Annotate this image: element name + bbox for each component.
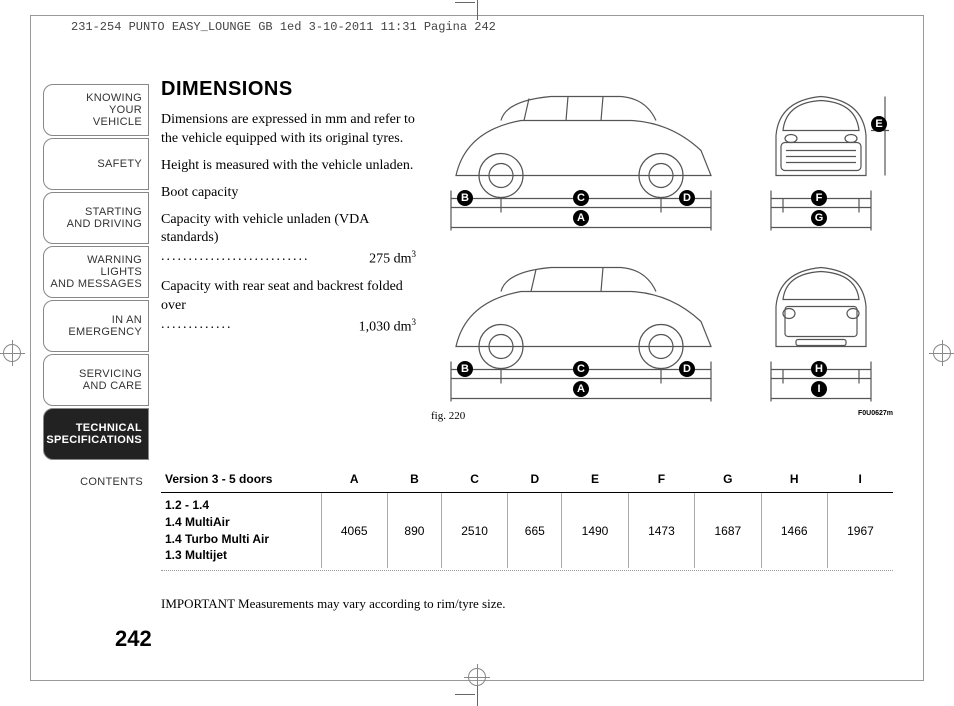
table-header-cell: E — [562, 466, 628, 493]
dimension-marker: H — [811, 361, 827, 377]
body-text: Dimensions are expressed in mm and refer… — [161, 111, 416, 337]
table-cell: 1967 — [827, 493, 893, 569]
dimension-marker: I — [811, 381, 827, 397]
dimension-marker: D — [679, 361, 695, 377]
dimension-marker: C — [573, 190, 589, 206]
table-cell: 890 — [387, 493, 441, 569]
sidebar-tab[interactable]: STARTINGAND DRIVING — [43, 192, 149, 244]
table-cell: 2510 — [441, 493, 507, 569]
crop-mark — [455, 2, 475, 3]
table-cell: 4065 — [321, 493, 387, 569]
sidebar-tabs: KNOWINGYOURVEHICLESAFETYSTARTINGAND DRIV… — [43, 84, 149, 504]
capacity-value: 1,030 dm3 — [359, 316, 416, 338]
capacity-line: Capacity with rear seat and backrest fol… — [161, 278, 416, 337]
vehicle-diagram: B C D A — [431, 78, 901, 408]
sidebar-tab[interactable]: KNOWINGYOURVEHICLE — [43, 84, 149, 136]
dimension-marker: E — [871, 116, 887, 132]
figure-label: fig. 220 — [431, 410, 465, 422]
table-divider — [161, 570, 893, 571]
figure-code: F0U0627m — [858, 410, 893, 417]
capacity-line: Capacity with vehicle unladen (VDA stand… — [161, 211, 416, 270]
table-cell: 1490 — [562, 493, 628, 569]
sidebar-tab[interactable]: CONTENTS — [43, 462, 149, 502]
important-note: IMPORTANT Measurements may vary accordin… — [161, 596, 506, 612]
paragraph: Dimensions are expressed in mm and refer… — [161, 111, 416, 149]
table-header-cell: D — [508, 466, 562, 493]
dimension-marker: C — [573, 361, 589, 377]
table-row: 1.2 - 1.41.4 MultiAir1.4 Turbo Multi Air… — [161, 493, 893, 569]
car-side-5door: B C D A — [431, 78, 731, 243]
dimension-marker: B — [457, 361, 473, 377]
car-side-3door: B C D A — [431, 249, 731, 414]
main-content: DIMENSIONS Dimensions are expressed in m… — [161, 78, 901, 345]
table-cell: 1466 — [761, 493, 827, 569]
table-header-cell: Version 3 - 5 doors — [161, 466, 321, 493]
crop-mark — [455, 694, 475, 695]
print-header: 231-254 PUNTO EASY_LOUNGE GB 1ed 3-10-20… — [71, 20, 496, 34]
dimensions-table: Version 3 - 5 doorsABCDEFGHI 1.2 - 1.41.… — [161, 466, 893, 568]
table-header-cell: G — [695, 466, 761, 493]
table-header-cell: F — [628, 466, 694, 493]
dimension-marker: F — [811, 190, 827, 206]
table-header-cell: C — [441, 466, 507, 493]
sidebar-tab[interactable]: WARNING LIGHTSAND MESSAGES — [43, 246, 149, 298]
dimension-marker: A — [573, 210, 589, 226]
table-cell: 665 — [508, 493, 562, 569]
paragraph: Height is measured with the vehicle unla… — [161, 157, 416, 176]
paragraph: Boot capacity — [161, 184, 416, 203]
dimension-marker: B — [457, 190, 473, 206]
table-header-cell: I — [827, 466, 893, 493]
table-header-cell: A — [321, 466, 387, 493]
dimension-marker: D — [679, 190, 695, 206]
registration-mark — [468, 668, 486, 686]
sidebar-tab[interactable]: SAFETY — [43, 138, 149, 190]
page-frame: 231-254 PUNTO EASY_LOUNGE GB 1ed 3-10-20… — [30, 15, 924, 681]
car-front: E FG — [741, 78, 901, 243]
table-header-cell: B — [387, 466, 441, 493]
dimension-marker: A — [573, 381, 589, 397]
table-cell-versions: 1.2 - 1.41.4 MultiAir1.4 Turbo Multi Air… — [161, 493, 321, 569]
table-cell: 1687 — [695, 493, 761, 569]
dimension-marker: G — [811, 210, 827, 226]
table-cell: 1473 — [628, 493, 694, 569]
capacity-lead: Capacity with rear seat and backrest fol… — [161, 279, 403, 313]
sidebar-tab[interactable]: SERVICINGAND CARE — [43, 354, 149, 406]
sidebar-tab[interactable]: TECHNICALSPECIFICATIONS — [43, 408, 149, 460]
crop-mark — [477, 0, 478, 20]
capacity-lead: Capacity with vehicle unladen (VDA stand… — [161, 212, 369, 246]
registration-mark — [933, 344, 951, 362]
sidebar-tab[interactable]: IN ANEMERGENCY — [43, 300, 149, 352]
capacity-value: 275 dm3 — [369, 248, 416, 270]
leader-dots: ............. — [161, 316, 359, 338]
leader-dots: ........................... — [161, 248, 369, 270]
table-header-row: Version 3 - 5 doorsABCDEFGHI — [161, 466, 893, 493]
car-rear: HI — [741, 249, 901, 414]
crop-mark — [477, 686, 478, 706]
registration-mark — [3, 344, 21, 362]
page-number: 242 — [115, 626, 152, 652]
table-header-cell: H — [761, 466, 827, 493]
